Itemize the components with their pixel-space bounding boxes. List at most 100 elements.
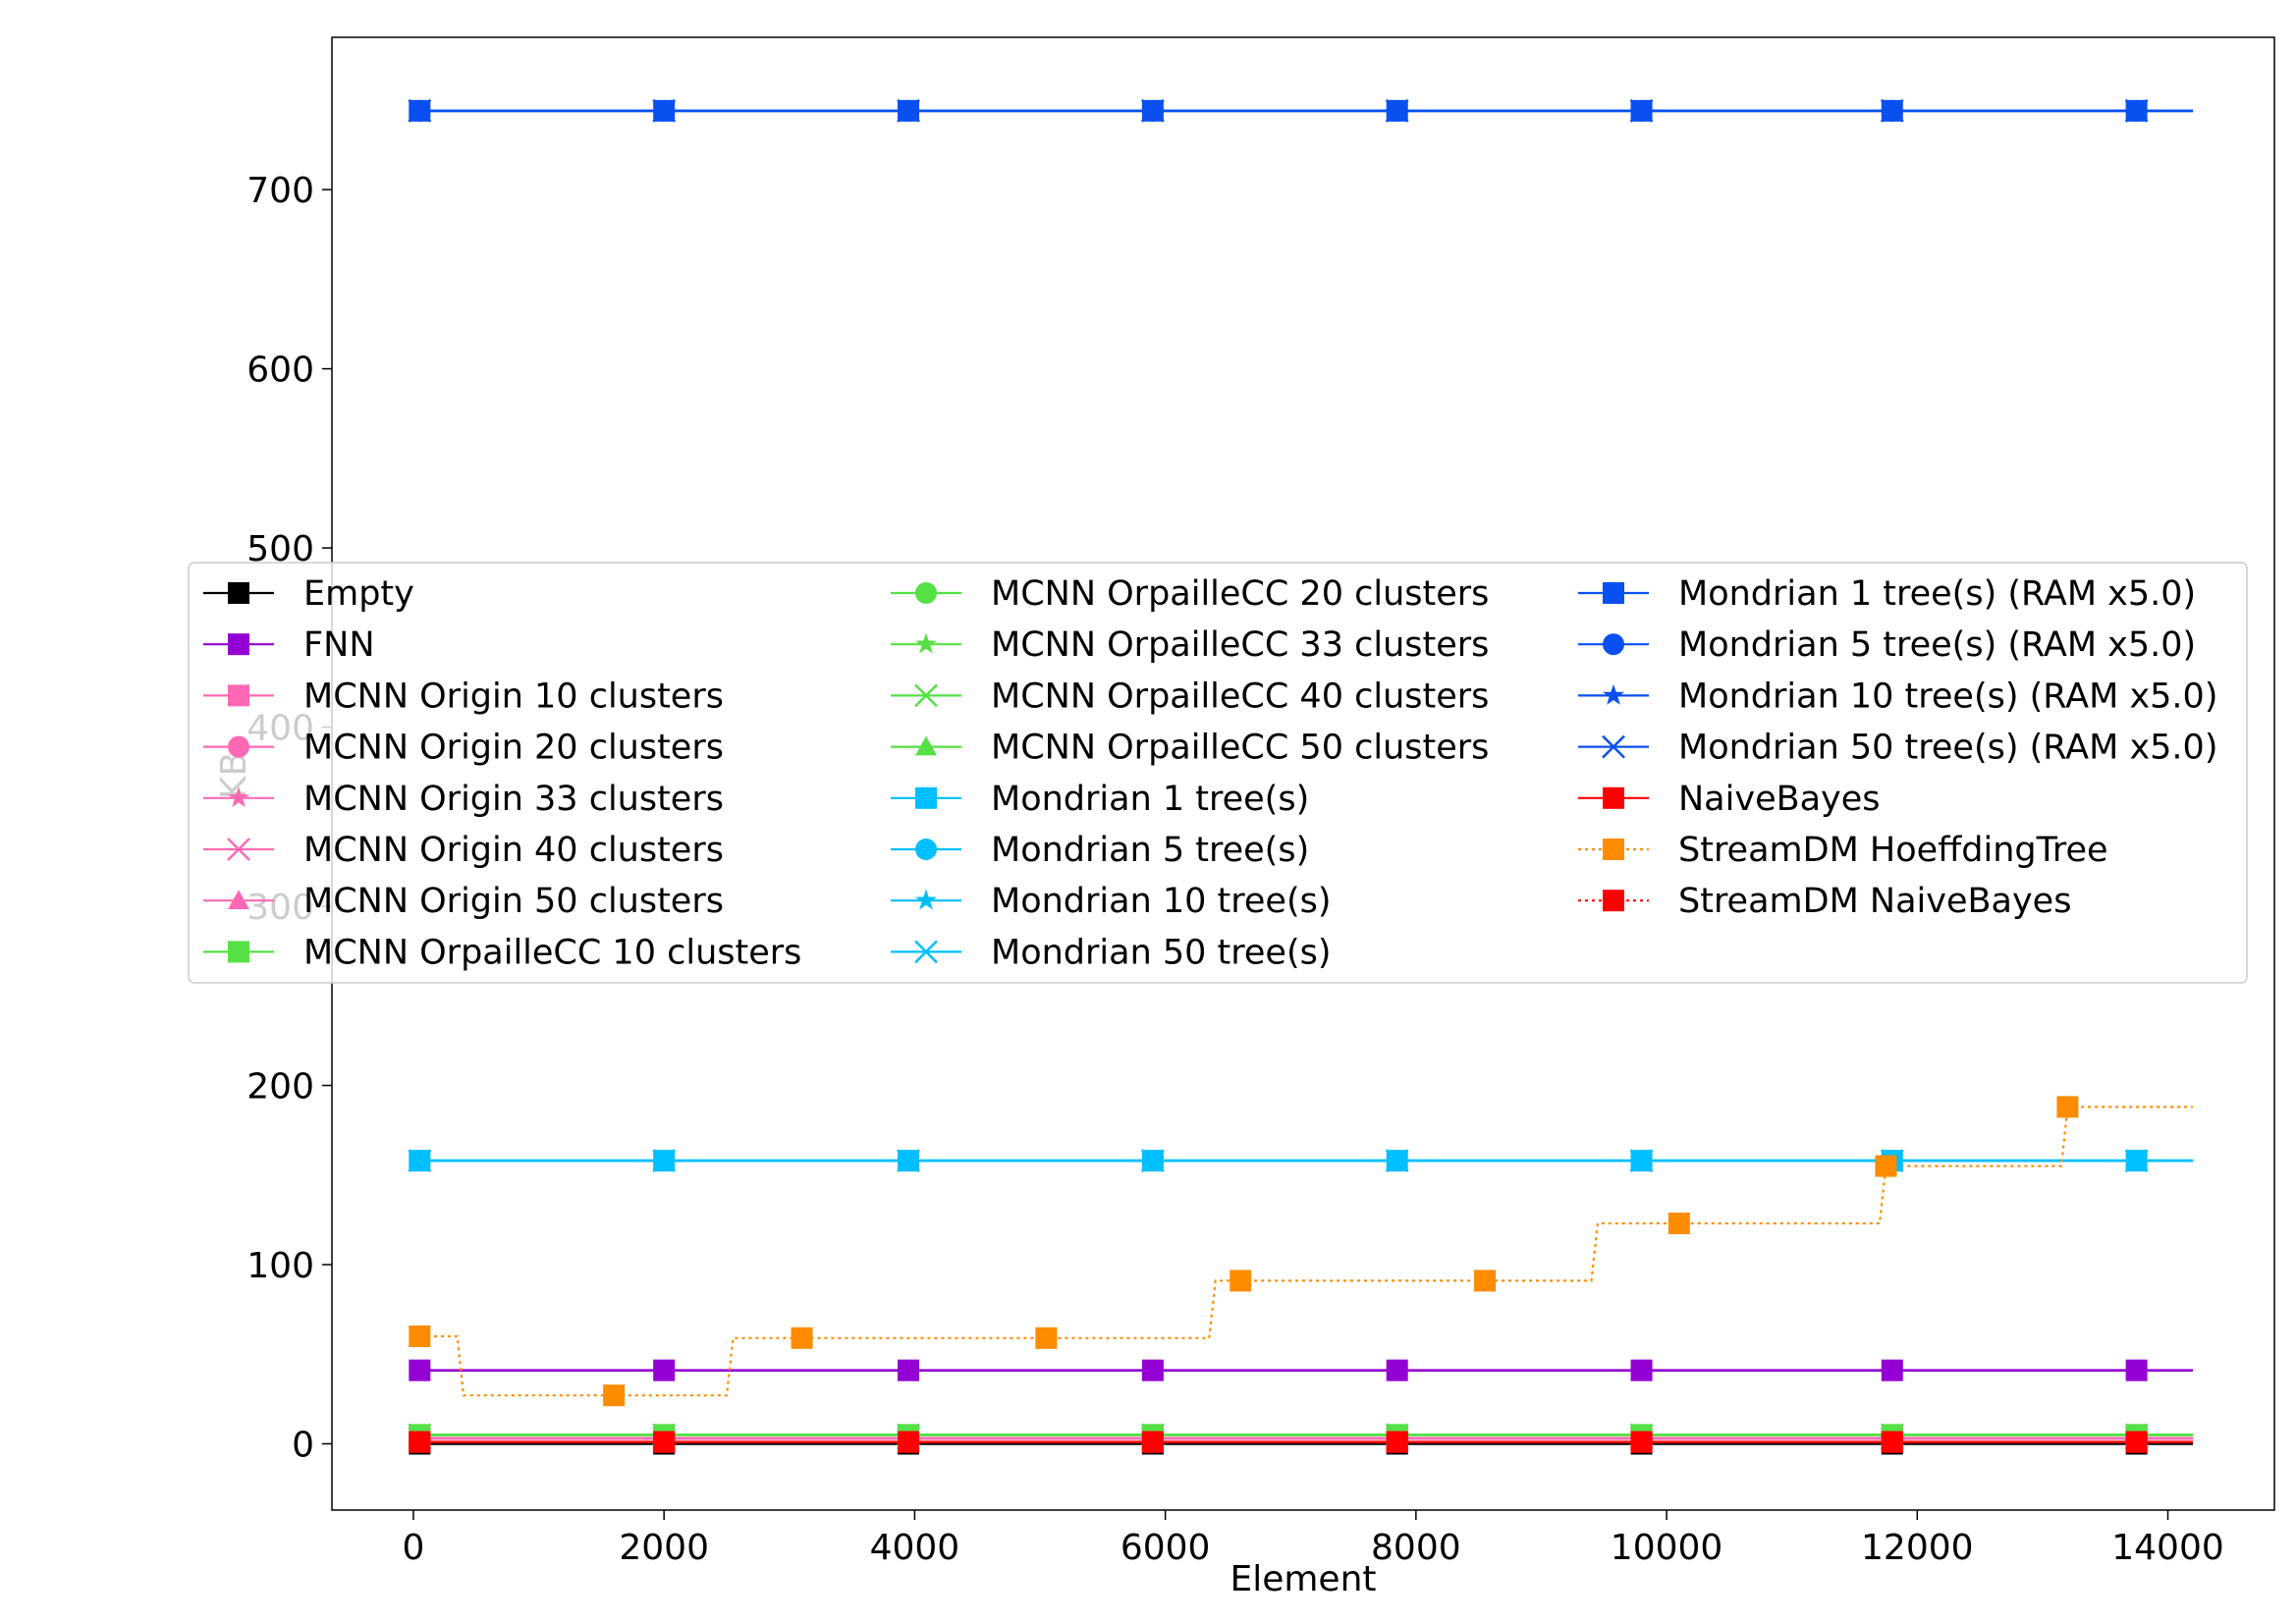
legend-marker-streamdm-naivebayes bbox=[1603, 890, 1624, 912]
data-point-streamdm-hoeffdingtree bbox=[1230, 1270, 1252, 1292]
data-point-mondrian-50-tree-s-ram-x5-0 bbox=[408, 98, 432, 123]
legend-label-fnn: FNN bbox=[303, 625, 375, 665]
data-point-streamdm-naivebayes bbox=[1881, 1431, 1903, 1453]
data-point-fnn bbox=[1630, 1359, 1653, 1381]
data-point-mondrian-50-tree-s bbox=[1629, 1149, 1654, 1173]
y-tick-label: 200 bbox=[246, 1067, 314, 1108]
data-point-streamdm-naivebayes bbox=[1630, 1431, 1653, 1453]
y-tick-label: 700 bbox=[246, 171, 314, 211]
y-tick-label: 600 bbox=[246, 351, 314, 391]
legend-label-mondrian-10-tree-s-ram-x5-0: Mondrian 10 tree(s) (RAM x5.0) bbox=[1678, 676, 2217, 716]
legend-marker-mcnn-origin-50-clusters bbox=[228, 890, 249, 909]
data-point-mondrian-50-tree-s-ram-x5-0 bbox=[897, 98, 920, 123]
x-tick-label: 12000 bbox=[1861, 1528, 1974, 1568]
legend-label-mcnn-origin-50-clusters: MCNN Origin 50 clusters bbox=[303, 882, 724, 921]
y-tick-label: 0 bbox=[292, 1425, 314, 1465]
data-point-fnn bbox=[1881, 1359, 1903, 1381]
data-point-fnn bbox=[1386, 1359, 1408, 1381]
x-tick-label: 6000 bbox=[1121, 1528, 1211, 1568]
legend-label-mondrian-5-tree-s: Mondrian 5 tree(s) bbox=[991, 831, 1309, 870]
data-point-mondrian-50-tree-s-ram-x5-0 bbox=[2124, 98, 2149, 123]
legend: Empty FNN MCNN Origin 10 clusters MCNN Orig… bbox=[188, 562, 2248, 984]
data-point-fnn bbox=[409, 1359, 431, 1381]
legend-label-mcnn-origin-20-clusters: MCNN Origin 20 clusters bbox=[303, 729, 724, 768]
data-point-streamdm-hoeffdingtree bbox=[1667, 1213, 1690, 1235]
legend-marker-mcnn-orpaillecc-40-clusters bbox=[914, 683, 938, 708]
legend-label-mcnn-orpaillecc-10-clusters: MCNN OrpailleCC 10 clusters bbox=[303, 933, 801, 972]
x-tick-label: 10000 bbox=[1611, 1528, 1723, 1568]
data-point-streamdm-naivebayes bbox=[898, 1431, 920, 1453]
data-point-mondrian-50-tree-s-ram-x5-0 bbox=[1880, 98, 1904, 123]
legend-marker-mondrian-10-tree-s bbox=[915, 889, 937, 910]
legend-label-streamdm-naivebayes: StreamDM NaiveBayes bbox=[1678, 882, 2071, 921]
data-point-mondrian-50-tree-s bbox=[1140, 1149, 1165, 1173]
data-point-fnn bbox=[898, 1359, 920, 1381]
data-point-mondrian-50-tree-s-ram-x5-0 bbox=[652, 98, 677, 123]
plot-markers bbox=[408, 98, 2149, 1455]
legend-marker-naivebayes bbox=[1603, 786, 1624, 809]
x-tick-label: 2000 bbox=[619, 1528, 709, 1568]
x-tick-label: 0 bbox=[402, 1528, 424, 1568]
data-point-streamdm-hoeffdingtree bbox=[1875, 1155, 1897, 1177]
legend-label-empty: Empty bbox=[303, 574, 414, 614]
data-point-streamdm-naivebayes bbox=[1141, 1431, 1164, 1453]
data-point-streamdm-naivebayes bbox=[409, 1431, 431, 1453]
legend-marker-empty bbox=[228, 582, 249, 604]
data-point-fnn bbox=[1141, 1359, 1164, 1381]
legend-label-mcnn-orpaillecc-33-clusters: MCNN OrpailleCC 33 clusters bbox=[991, 625, 1489, 665]
data-point-streamdm-naivebayes bbox=[1386, 1431, 1408, 1453]
data-point-streamdm-hoeffdingtree bbox=[791, 1326, 813, 1349]
x-tick-label: 8000 bbox=[1371, 1528, 1461, 1568]
data-point-mondrian-50-tree-s bbox=[2124, 1149, 2149, 1173]
x-tick-label: 4000 bbox=[870, 1528, 960, 1568]
data-point-streamdm-hoeffdingtree bbox=[1035, 1326, 1058, 1349]
data-point-mondrian-50-tree-s bbox=[652, 1149, 677, 1173]
legend-marker-mcnn-orpaillecc-10-clusters bbox=[228, 941, 249, 963]
legend-marker-mcnn-origin-40-clusters bbox=[227, 838, 250, 861]
legend-label-mcnn-origin-40-clusters: MCNN Origin 40 clusters bbox=[303, 831, 724, 870]
x-axis: 0 2000 4000 6000 8000 10000 12000 14000 bbox=[402, 1510, 2224, 1568]
legend-label-mcnn-origin-10-clusters: MCNN Origin 10 clusters bbox=[303, 676, 724, 716]
legend-marker-mcnn-orpaillecc-33-clusters bbox=[915, 632, 937, 654]
legend-label-mcnn-orpaillecc-20-clusters: MCNN OrpailleCC 20 clusters bbox=[991, 574, 1489, 614]
data-point-mondrian-50-tree-s bbox=[1385, 1149, 1409, 1173]
series-line-streamdm-hoeffdingtree bbox=[412, 1106, 2194, 1397]
legend-box bbox=[188, 562, 2248, 984]
data-point-mondrian-50-tree-s-ram-x5-0 bbox=[1629, 98, 1654, 123]
legend-label-mondrian-1-tree-s-ram-x5-0: Mondrian 1 tree(s) (RAM x5.0) bbox=[1678, 574, 2196, 614]
data-point-mondrian-50-tree-s bbox=[408, 1149, 432, 1173]
legend-marker-streamdm-hoeffdingtree bbox=[1603, 839, 1624, 860]
legend-label-streamdm-hoeffdingtree: StreamDM HoeffdingTree bbox=[1678, 831, 2108, 870]
data-point-streamdm-hoeffdingtree bbox=[1474, 1270, 1497, 1292]
legend-marker-mcnn-origin-10-clusters bbox=[228, 684, 249, 707]
y-tick-label: 100 bbox=[246, 1246, 314, 1286]
legend-marker-mcnn-orpaillecc-50-clusters bbox=[915, 735, 937, 756]
legend-label-mondrian-10-tree-s: Mondrian 10 tree(s) bbox=[991, 882, 1332, 921]
legend-marker-mondrian-10-tree-s-ram-x5-0 bbox=[1603, 683, 1624, 705]
data-point-streamdm-naivebayes bbox=[653, 1431, 676, 1453]
legend-marker-mcnn-origin-33-clusters bbox=[228, 786, 249, 808]
legend-label-mondrian-1-tree-s: Mondrian 1 tree(s) bbox=[991, 780, 1309, 819]
data-point-streamdm-hoeffdingtree bbox=[409, 1325, 431, 1347]
data-point-streamdm-hoeffdingtree bbox=[2056, 1096, 2079, 1118]
legend-label-mcnn-origin-33-clusters: MCNN Origin 33 clusters bbox=[303, 780, 724, 819]
data-point-streamdm-hoeffdingtree bbox=[603, 1384, 626, 1407]
x-tick-label: 14000 bbox=[2111, 1528, 2224, 1568]
data-point-fnn bbox=[653, 1359, 676, 1381]
legend-label-mondrian-50-tree-s: Mondrian 50 tree(s) bbox=[991, 933, 1332, 972]
data-point-mondrian-50-tree-s-ram-x5-0 bbox=[1385, 98, 1409, 123]
legend-marker-mondrian-1-tree-s bbox=[915, 786, 937, 809]
legend-label-mondrian-50-tree-s-ram-x5-0: Mondrian 50 tree(s) (RAM x5.0) bbox=[1678, 729, 2217, 768]
legend-label-naivebayes: NaiveBayes bbox=[1678, 780, 1881, 819]
data-point-mondrian-50-tree-s-ram-x5-0 bbox=[1140, 98, 1165, 123]
legend-marker-mondrian-1-tree-s-ram-x5-0 bbox=[1603, 582, 1624, 604]
legend-marker-fnn bbox=[228, 633, 249, 656]
legend-label-mcnn-orpaillecc-50-clusters: MCNN OrpailleCC 50 clusters bbox=[991, 729, 1489, 768]
legend-label-mcnn-orpaillecc-40-clusters: MCNN OrpailleCC 40 clusters bbox=[991, 676, 1489, 716]
data-point-fnn bbox=[2125, 1359, 2148, 1381]
legend-marker-mondrian-50-tree-s-ram-x5-0 bbox=[1602, 734, 1625, 759]
data-point-mondrian-50-tree-s bbox=[897, 1149, 920, 1173]
x-axis-label: Element bbox=[1230, 1559, 1376, 1599]
legend-label-mondrian-5-tree-s-ram-x5-0: Mondrian 5 tree(s) (RAM x5.0) bbox=[1678, 625, 2196, 665]
